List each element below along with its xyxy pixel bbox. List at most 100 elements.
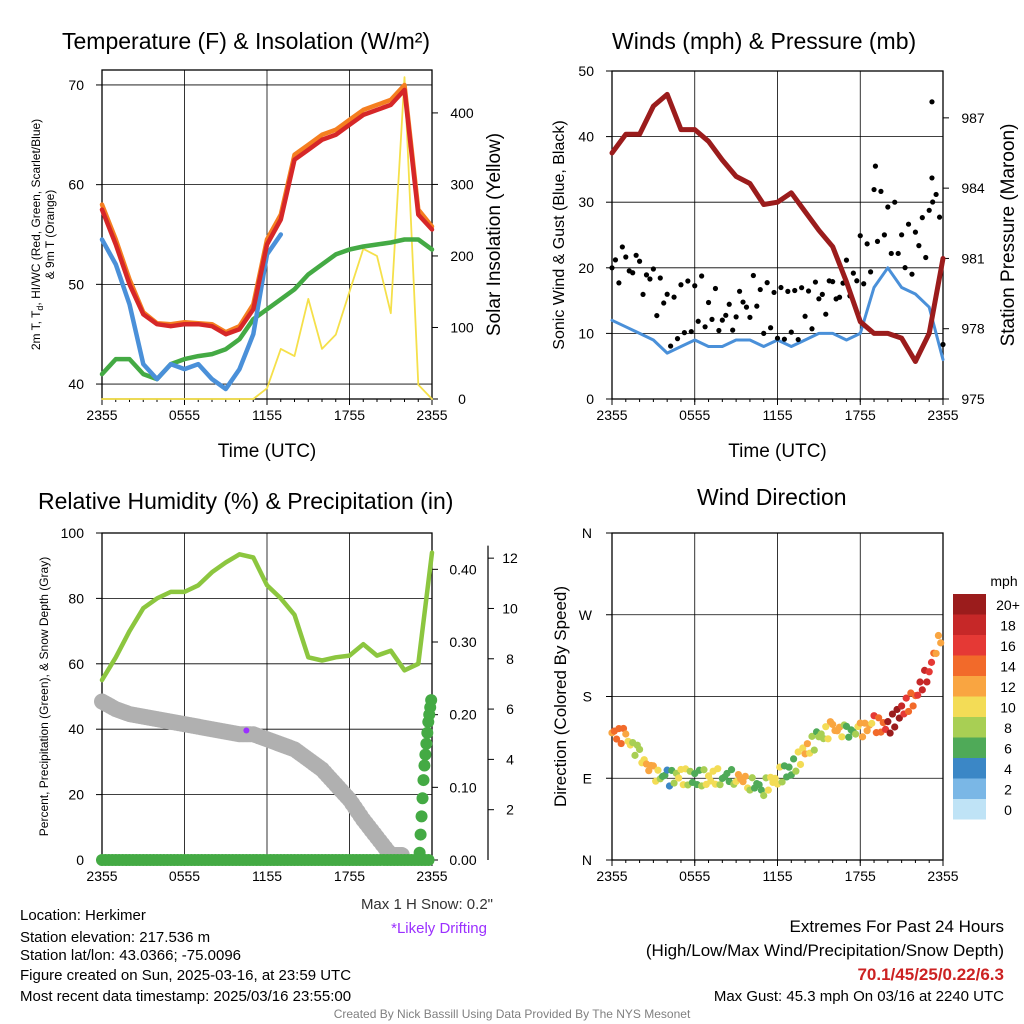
two-meter-temp-line: [99, 87, 435, 337]
wind-direction-point: [898, 702, 906, 710]
precip-tick-label: 0.30: [449, 634, 476, 650]
plot-frame: [101, 69, 433, 400]
gust-point: [761, 330, 767, 336]
gust-point: [912, 229, 919, 235]
wind-direction-point: [918, 686, 926, 694]
y2-tick-label: 300: [450, 176, 474, 192]
wind-direction-point: [799, 744, 807, 752]
legend-title: mph: [990, 573, 1017, 589]
temperature-title-text: Temperature (F) & Insolation (W/m²): [62, 28, 431, 54]
x-tick-label: 1755: [334, 868, 365, 884]
gust-point: [805, 288, 812, 294]
precipitation-points: [96, 694, 438, 866]
info-latlon: Station lat/lon: 43.0366; -75.0096: [20, 947, 242, 964]
gust-point: [778, 284, 784, 291]
wind-direction-point: [891, 723, 899, 731]
info-recent: Most recent data timestamp: 2025/03/16 2…: [20, 988, 352, 1005]
gust-point: [872, 163, 879, 169]
legend-label: 6: [1004, 741, 1012, 757]
gust-points: [609, 99, 946, 349]
x-tick-label: 2355: [596, 407, 627, 423]
gust-point: [719, 317, 725, 323]
y-tick-label: 20: [68, 787, 84, 803]
precipitation-point: [420, 737, 433, 750]
gust-point: [899, 232, 905, 238]
gust-point: [643, 272, 650, 278]
gust-point: [888, 250, 894, 257]
gust-point: [909, 271, 915, 277]
gust-point: [692, 283, 698, 289]
legend-swatch: [953, 799, 986, 820]
drifting-note: *Likely Drifting: [391, 920, 487, 937]
wind-direction-point: [727, 766, 736, 774]
legend-label: 2: [1004, 782, 1012, 798]
y-axis-label-part: 2m T, T: [29, 310, 43, 350]
gust-point: [733, 314, 739, 320]
wind-direction-point: [884, 718, 892, 726]
wind-direction-point: [649, 762, 657, 770]
gust-point: [678, 282, 684, 288]
wind-direction-point: [716, 781, 724, 789]
wind-direction-point: [810, 746, 818, 754]
gust-point: [612, 257, 619, 263]
wind-direction-point: [631, 751, 639, 759]
gust-point: [933, 191, 939, 198]
wind-direction-point: [760, 791, 768, 800]
direction-tick-label: N: [582, 525, 592, 541]
gust-point: [874, 238, 881, 244]
wind-direction-point: [858, 733, 867, 741]
gust-point: [671, 294, 677, 300]
gust-point: [902, 265, 908, 271]
gust-point: [881, 232, 887, 238]
precip-tick-label: 0.20: [449, 707, 476, 723]
y-tick-label: 100: [61, 525, 85, 541]
wind-direction-point: [792, 767, 800, 775]
y-tick-label: 20: [578, 260, 594, 276]
wind-direction-point: [617, 739, 625, 748]
legend-label: 12: [1000, 679, 1016, 695]
gust-point: [923, 254, 929, 261]
x-tick-label: 2355: [416, 868, 447, 884]
y-tick-label: 40: [68, 376, 84, 392]
wind-direction-point: [822, 723, 830, 731]
x-tick-label: 2355: [416, 407, 447, 423]
wind-direction-point: [619, 724, 628, 733]
wind-direction-point: [714, 765, 722, 773]
wind-direction-point: [654, 766, 662, 774]
plot-frame: [611, 70, 944, 400]
gust-point: [895, 250, 901, 257]
gust-point: [788, 329, 794, 335]
y2-tick-label: 975: [961, 391, 985, 407]
winds-panel: 2355 0555 1155 1755 235501020304050975978981…: [551, 63, 1019, 462]
gust-point: [705, 299, 712, 306]
gust-point: [843, 257, 850, 263]
wind-direction-point: [902, 694, 910, 702]
y-tick-label: 0: [76, 852, 84, 868]
gust-point: [929, 175, 935, 181]
y-tick-label: 50: [578, 63, 594, 79]
gust-point: [850, 270, 856, 276]
speed-legend: mph 20+ 18 16 14 12 10 8 6 4 2 0: [953, 573, 1020, 820]
wind-direction-point: [886, 729, 894, 737]
max-snow-note: Max 1 H Snow: 0.2": [360, 896, 493, 913]
snow-tick-label: 10: [502, 600, 518, 616]
wind-direction-point: [824, 735, 832, 743]
gust-point: [867, 269, 874, 275]
y-axis-label: Percent, Precipitation (Green), & Snow D…: [37, 557, 51, 836]
wind-direction-point: [785, 763, 793, 771]
heat-index-line: [99, 232, 284, 392]
gust-point: [940, 341, 946, 348]
wind-direction-point: [778, 778, 786, 786]
legend-swatch: [953, 758, 986, 779]
y2-tick-label: 200: [450, 248, 474, 264]
gust-point: [926, 207, 932, 213]
gust-point: [616, 280, 622, 286]
snow-tick-label: 2: [506, 802, 514, 818]
gust-point: [668, 343, 674, 349]
gust-point: [836, 294, 843, 300]
gust-point: [747, 314, 753, 320]
wind-direction-point: [934, 631, 943, 640]
precipitation-point: [413, 846, 426, 859]
extremes-title: Extremes For Past 24 Hours: [789, 917, 1004, 936]
